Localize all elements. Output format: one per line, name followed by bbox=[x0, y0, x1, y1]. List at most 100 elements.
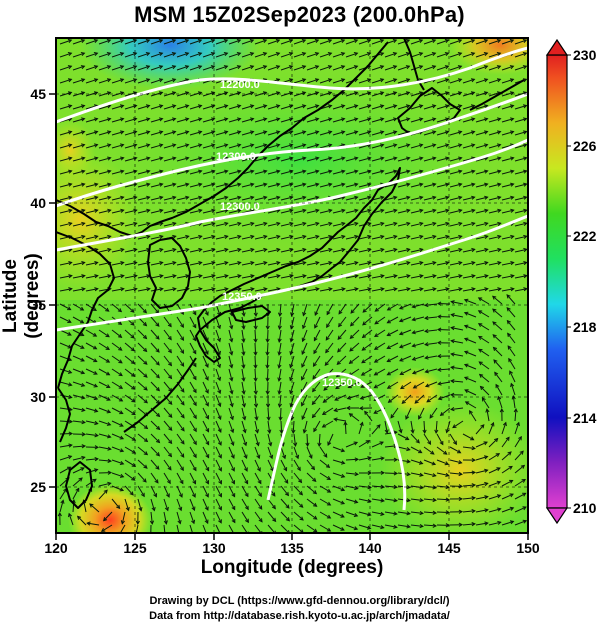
streamline-arrowhead bbox=[211, 221, 216, 226]
streamline-arrow bbox=[410, 524, 423, 527]
streamline-arrowhead bbox=[492, 346, 498, 352]
streamline-arrow bbox=[228, 433, 234, 446]
streamline-arrowhead bbox=[515, 421, 520, 427]
streamline-arrowhead bbox=[510, 247, 515, 253]
streamline-arrowhead bbox=[119, 473, 125, 478]
streamline-arrowhead bbox=[81, 261, 86, 266]
streamline-arrowhead bbox=[198, 182, 203, 187]
streamline-arrow bbox=[303, 420, 308, 433]
streamline-arrow bbox=[241, 342, 245, 355]
streamline-arrow bbox=[306, 209, 319, 214]
streamline-arrow bbox=[215, 170, 228, 175]
streamline-arrowhead bbox=[483, 91, 489, 96]
streamline-arrow bbox=[111, 65, 124, 71]
streamline-arrowhead bbox=[211, 261, 216, 266]
streamline-arrowhead bbox=[386, 332, 391, 337]
streamline-arrow bbox=[479, 361, 490, 370]
streamline-arrowhead bbox=[229, 390, 234, 395]
streamline-arrow bbox=[507, 333, 516, 344]
streamline-arrowhead bbox=[340, 117, 346, 122]
streamline-arrow bbox=[384, 445, 397, 448]
streamline-arrowhead bbox=[457, 39, 463, 44]
streamline-arrow bbox=[228, 65, 241, 71]
streamline-arrow bbox=[384, 157, 397, 162]
streamline-arrowhead bbox=[218, 480, 222, 485]
streamline-arrow bbox=[410, 262, 423, 266]
streamline-arrow bbox=[98, 342, 110, 350]
streamline-arrow bbox=[150, 381, 160, 391]
streamline-arrowhead bbox=[68, 169, 73, 174]
streamline-arrow bbox=[412, 316, 425, 321]
streamline-arrow bbox=[301, 407, 308, 420]
streamline-arrow bbox=[59, 65, 72, 71]
streamline-arrow bbox=[98, 209, 111, 214]
streamline-arrow bbox=[176, 144, 189, 149]
streamline-arrow bbox=[254, 118, 267, 123]
streamline-arrowhead bbox=[138, 506, 143, 512]
streamline-arrow bbox=[397, 288, 410, 292]
streamline-arrowhead bbox=[418, 104, 424, 109]
streamline-arrowhead bbox=[198, 287, 203, 292]
streamline-arrowhead bbox=[192, 427, 197, 433]
streamline-arrow bbox=[399, 316, 412, 322]
streamline-arrowhead bbox=[518, 435, 522, 441]
streamline-arrow bbox=[137, 446, 148, 455]
streamline-arrowhead bbox=[131, 476, 136, 481]
streamline-arrow bbox=[241, 131, 254, 136]
streamline-arrow bbox=[280, 472, 289, 484]
streamline-arrowhead bbox=[450, 407, 455, 412]
streamline-arrowhead bbox=[380, 221, 385, 226]
streamline-arrowhead bbox=[243, 441, 248, 447]
streamline-arrowhead bbox=[302, 208, 307, 213]
streamline-arrow bbox=[510, 383, 516, 396]
streamline-arrow bbox=[436, 275, 449, 279]
streamline-arrow bbox=[506, 307, 516, 318]
streamline-arrowhead bbox=[340, 448, 346, 453]
streamline-arrowhead bbox=[463, 350, 469, 355]
streamline-arrow bbox=[371, 441, 384, 448]
streamline-arrow bbox=[327, 433, 334, 446]
streamline-arrow bbox=[278, 381, 282, 394]
streamline-arrowhead bbox=[143, 451, 149, 456]
streamline-arrow bbox=[425, 368, 438, 373]
streamline-arrow bbox=[278, 329, 282, 342]
streamline-arrowhead bbox=[419, 195, 424, 200]
streamline-arrowhead bbox=[94, 274, 99, 279]
streamline-arrowhead bbox=[81, 169, 86, 174]
streamline-arrow bbox=[228, 498, 236, 510]
streamline-arrowhead bbox=[217, 415, 222, 421]
streamline-arrowhead bbox=[180, 453, 185, 458]
streamline-arrowhead bbox=[458, 247, 463, 253]
streamline-arrowhead bbox=[143, 425, 149, 430]
streamline-arrow bbox=[345, 235, 358, 240]
streamline-arrow bbox=[314, 303, 321, 316]
streamline-arrowhead bbox=[149, 520, 155, 525]
streamline-arrowhead bbox=[211, 234, 216, 239]
streamline-arrow bbox=[397, 144, 410, 149]
streamline-arrow bbox=[488, 118, 501, 123]
streamline-arrow bbox=[337, 342, 347, 353]
streamline-arrowhead bbox=[172, 234, 177, 239]
streamline-arrowhead bbox=[509, 506, 515, 511]
chart-title: MSM 15Z02Sep2023 (200.0hPa) bbox=[134, 2, 465, 27]
streamline-arrow bbox=[241, 472, 249, 484]
streamline-arrow bbox=[449, 262, 462, 266]
streamline-arrow bbox=[319, 222, 332, 227]
streamline-arrowhead bbox=[354, 156, 359, 161]
streamline-arrowhead bbox=[244, 467, 248, 472]
streamline-arrowhead bbox=[164, 506, 169, 512]
streamline-arrowhead bbox=[341, 287, 346, 292]
streamline-arrowhead bbox=[431, 91, 437, 96]
streamline-arrow bbox=[332, 170, 345, 175]
streamline-arrowhead bbox=[210, 130, 216, 135]
streamline-arrowhead bbox=[224, 274, 229, 279]
streamline-arrowhead bbox=[94, 456, 99, 462]
colorbar-min-arrow bbox=[545, 507, 569, 525]
streamline-arrow bbox=[488, 183, 501, 188]
streamline-arrowhead bbox=[436, 367, 442, 372]
streamline-arrowhead bbox=[301, 65, 307, 70]
streamline-arrowhead bbox=[159, 274, 164, 279]
streamline-arrowhead bbox=[185, 182, 190, 187]
streamline-arrowhead bbox=[143, 360, 148, 365]
streamline-arrow bbox=[124, 433, 136, 441]
